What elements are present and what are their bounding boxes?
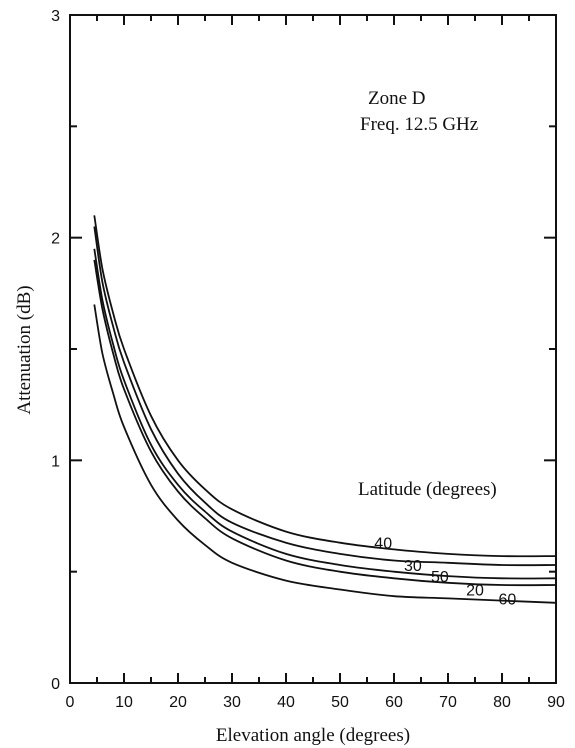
axis-ticks (69, 14, 557, 684)
curve-latitude-30 (93, 226, 557, 567)
y-axis-label: Attenuation (dB) (14, 285, 35, 414)
series-labels: 40 30 50 20 60 (374, 536, 516, 609)
x-tick-label: 20 (169, 694, 187, 711)
x-tick-label: 60 (385, 694, 403, 711)
series-label-40: 40 (374, 536, 392, 553)
y-tick-label: 3 (51, 8, 60, 25)
curve-latitude-50 (93, 248, 557, 580)
y-tick-label: 2 (51, 231, 60, 248)
frequency-annotation: Freq. 12.5 GHz (360, 114, 478, 135)
series-label-50: 50 (431, 569, 449, 586)
y-tick-label: 1 (51, 453, 60, 470)
x-axis-label: Elevation angle (degrees) (216, 725, 410, 746)
x-tick-label: 50 (331, 694, 349, 711)
x-tick-label: 30 (223, 694, 241, 711)
x-tick-label: 70 (439, 694, 457, 711)
curve-latitude-40 (93, 215, 557, 558)
series-label-60: 60 (499, 591, 517, 608)
x-tick-label: 90 (547, 694, 565, 711)
zone-annotation: Zone D (368, 88, 426, 109)
curve-latitude-60 (93, 304, 557, 604)
x-tick-label: 80 (493, 694, 511, 711)
tick-labels: 0 10 20 30 40 50 60 70 80 90 0 1 2 3 (51, 8, 565, 711)
x-tick-label: 40 (277, 694, 295, 711)
series-label-20: 20 (466, 582, 484, 599)
x-tick-label: 10 (115, 694, 133, 711)
y-tick-label: 0 (51, 676, 60, 693)
legend-title: Latitude (degrees) (358, 479, 497, 500)
series-label-30: 30 (404, 558, 422, 575)
x-tick-label: 0 (66, 694, 75, 711)
curve-latitude-20 (93, 259, 557, 587)
series-curves (93, 215, 557, 604)
